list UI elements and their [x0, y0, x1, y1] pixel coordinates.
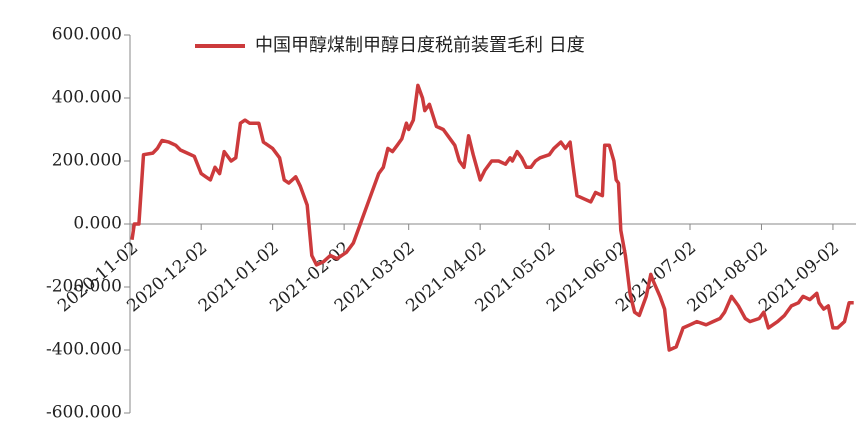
- y-tick-label: 600.000: [52, 25, 122, 45]
- y-tick-label: 400.000: [52, 88, 122, 108]
- data-line: [130, 83, 854, 352]
- y-tick-label: 0.000: [73, 214, 122, 234]
- y-tick-label: -200.000: [46, 277, 122, 297]
- y-tick-label: -400.000: [46, 340, 122, 360]
- legend-label: 中国甲醇煤制甲醇日度税前装置毛利 日度: [255, 35, 585, 56]
- y-tick-label: -600.000: [46, 403, 122, 423]
- y-tick-label: 200.000: [52, 151, 122, 171]
